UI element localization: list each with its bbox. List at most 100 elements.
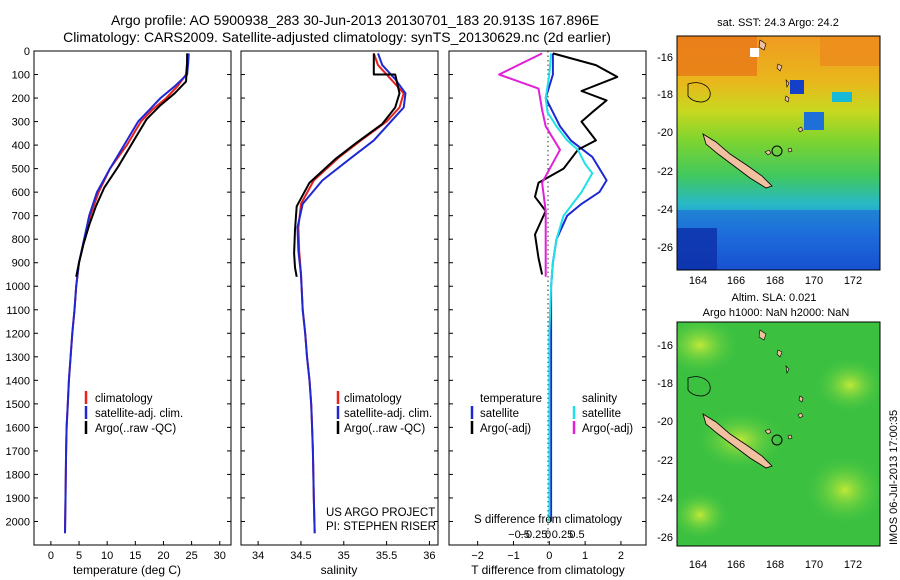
temperature-axes-box [33, 50, 232, 546]
temperature-legend: climatology satellite-adj. clim. Argo(..… [84, 391, 183, 435]
depth-tick-label: 1500 [6, 399, 30, 411]
vanuatu-islands [758, 39, 790, 103]
sla-map: Altim. SLA: 0.021 Argo h1000: NaN h2000:… [657, 292, 881, 571]
xtick-label: 1 [582, 550, 588, 562]
new-caledonia-island [702, 413, 773, 469]
sst-cold-pixel [804, 112, 824, 130]
xtick-label: 35 [338, 550, 350, 562]
depth-tick-label: 700 [12, 211, 30, 223]
legend-label-climatology: climatology [95, 393, 153, 405]
legend-label-satellite: satellite-adj. clim. [344, 408, 432, 420]
depth-tick-label: 500 [12, 164, 30, 176]
series-line [296, 53, 407, 534]
difference-axes-box [448, 50, 647, 546]
depth-tick-label: 1200 [6, 328, 30, 340]
series-line [64, 53, 190, 534]
sla-map-frame [676, 321, 881, 547]
series-line [498, 52, 561, 277]
temperature-x-axis: 0 5 10 15 20 25 30 [34, 50, 231, 562]
sla-map-lat-ticks: -16 -18 -20 -22 -24 -26 [657, 340, 673, 544]
legend-label-s-argo: Argo(-adj) [582, 423, 633, 435]
salinity-profiles [293, 53, 407, 534]
xtick-label: 15 [129, 550, 141, 562]
s-scale-tick-label: −0.5 [508, 529, 530, 541]
sst-map-lat-ticks: -16 -18 -20 -22 -24 -26 [657, 52, 673, 254]
xtick-label: 0 [48, 550, 54, 562]
legend-label-s-satellite: satellite [582, 408, 621, 420]
s-scale-tick-label: −0.25 [520, 529, 548, 541]
difference-panel: −2 −1 0 1 2 −0.5−0.250 0.250.5 T difference f… [448, 50, 647, 577]
depth-tick-label: 300 [12, 117, 30, 129]
figure-title-line2: Climatology: CARS2009. Satellite-adjuste… [63, 29, 611, 45]
depth-tick-label: 0 [24, 46, 30, 58]
s-difference-scale: −0.5−0.250 0.250.5 [508, 529, 585, 541]
legend-title-temperature: temperature [480, 393, 542, 405]
sla-map-title: Altim. SLA: 0.021 [732, 292, 817, 304]
lat-tick-label: -26 [657, 242, 673, 254]
sla-anomaly-blob [677, 490, 730, 540]
legend-label-t-argo: Argo(-adj) [480, 423, 531, 435]
sst-cold-pixel [832, 92, 852, 102]
depth-tick-label: 1400 [6, 375, 30, 387]
sla-map-lon-ticks: 164 166 168 170 172 [689, 559, 862, 571]
lon-tick-label: 170 [805, 275, 823, 287]
sst-map: sat. SST: 24.3 Argo: 24.2 -16 -18 -20 -2… [657, 17, 881, 287]
lat-tick-label: -22 [657, 455, 673, 467]
depth-tick-label: 100 [12, 70, 30, 82]
pi-annotation: PI: STEPHEN RISER [326, 521, 436, 533]
argo-position-marker [771, 145, 783, 157]
temperature-panel: 0100200300400500600700800900100011001200… [6, 46, 232, 577]
depth-tick-label: 1700 [6, 446, 30, 458]
lon-tick-label: 172 [844, 275, 862, 287]
xtick-label: 35.5 [376, 550, 397, 562]
depth-axis: 0 100 200 300 400 500 600 700 800 900 1000 1100 1200… [6, 46, 30, 528]
vanuatu-islands [758, 329, 804, 403]
legend-label-argo: Argo(..raw -QC) [95, 423, 176, 435]
t-difference-xlabel: T difference from climatology [471, 563, 625, 577]
s-scale-tick-label: 0.5 [569, 529, 584, 541]
depth-tick-label: 1100 [6, 305, 30, 317]
salinity-xlabel: salinity [321, 563, 358, 577]
lat-tick-label: -24 [657, 204, 673, 216]
sla-anomaly-blob [815, 357, 880, 413]
xtick-label: 20 [157, 550, 169, 562]
argo-position-marker [771, 434, 783, 446]
depth-tick-label: 800 [12, 234, 30, 246]
loyalty-islands [764, 126, 804, 156]
lat-tick-label: -24 [657, 493, 673, 505]
project-annotation: US ARGO PROJECT [326, 507, 435, 519]
figure-title-line1: Argo profile: AO 5900938_283 30-Jun-2013… [111, 12, 599, 28]
lon-tick-label: 172 [844, 559, 862, 571]
salinity-legend: climatology satellite-adj. clim. Argo(..… [336, 391, 432, 435]
xtick-label: 5 [76, 550, 82, 562]
series-line [64, 53, 189, 534]
xtick-label: 10 [101, 550, 113, 562]
series-line [293, 53, 401, 277]
series-line [534, 52, 619, 275]
difference-profiles [498, 52, 619, 522]
xtick-label: 34.5 [290, 550, 311, 562]
new-caledonia-island [702, 133, 773, 189]
loyalty-islands [764, 412, 804, 440]
reef-outline [687, 376, 711, 397]
depth-tick-label: 1600 [6, 422, 30, 434]
lat-tick-label: -16 [657, 340, 673, 352]
sst-missing-pixel [750, 48, 759, 57]
temperature-xlabel: temperature (deg C) [73, 563, 181, 577]
imos-timestamp: IMOS 06-Jul-2013 17:00:35 [888, 410, 900, 545]
xtick-label: 30 [214, 550, 226, 562]
lat-tick-label: -18 [657, 89, 673, 101]
lat-tick-label: -18 [657, 378, 673, 390]
lat-tick-label: -20 [657, 127, 673, 139]
legend-label-satellite: satellite-adj. clim. [95, 408, 183, 420]
reef-outline [687, 82, 711, 103]
lon-tick-label: 170 [805, 559, 823, 571]
xtick-label: 34 [252, 550, 264, 562]
depth-tick-label: 900 [12, 258, 30, 270]
t-difference-x-axis: −2 −1 0 1 2 [449, 50, 646, 562]
legend-label-argo: Argo(..raw -QC) [344, 423, 425, 435]
lon-tick-label: 168 [766, 275, 784, 287]
legend-label-climatology: climatology [344, 393, 402, 405]
salinity-axes-box [240, 50, 439, 546]
lon-tick-label: 166 [727, 275, 745, 287]
